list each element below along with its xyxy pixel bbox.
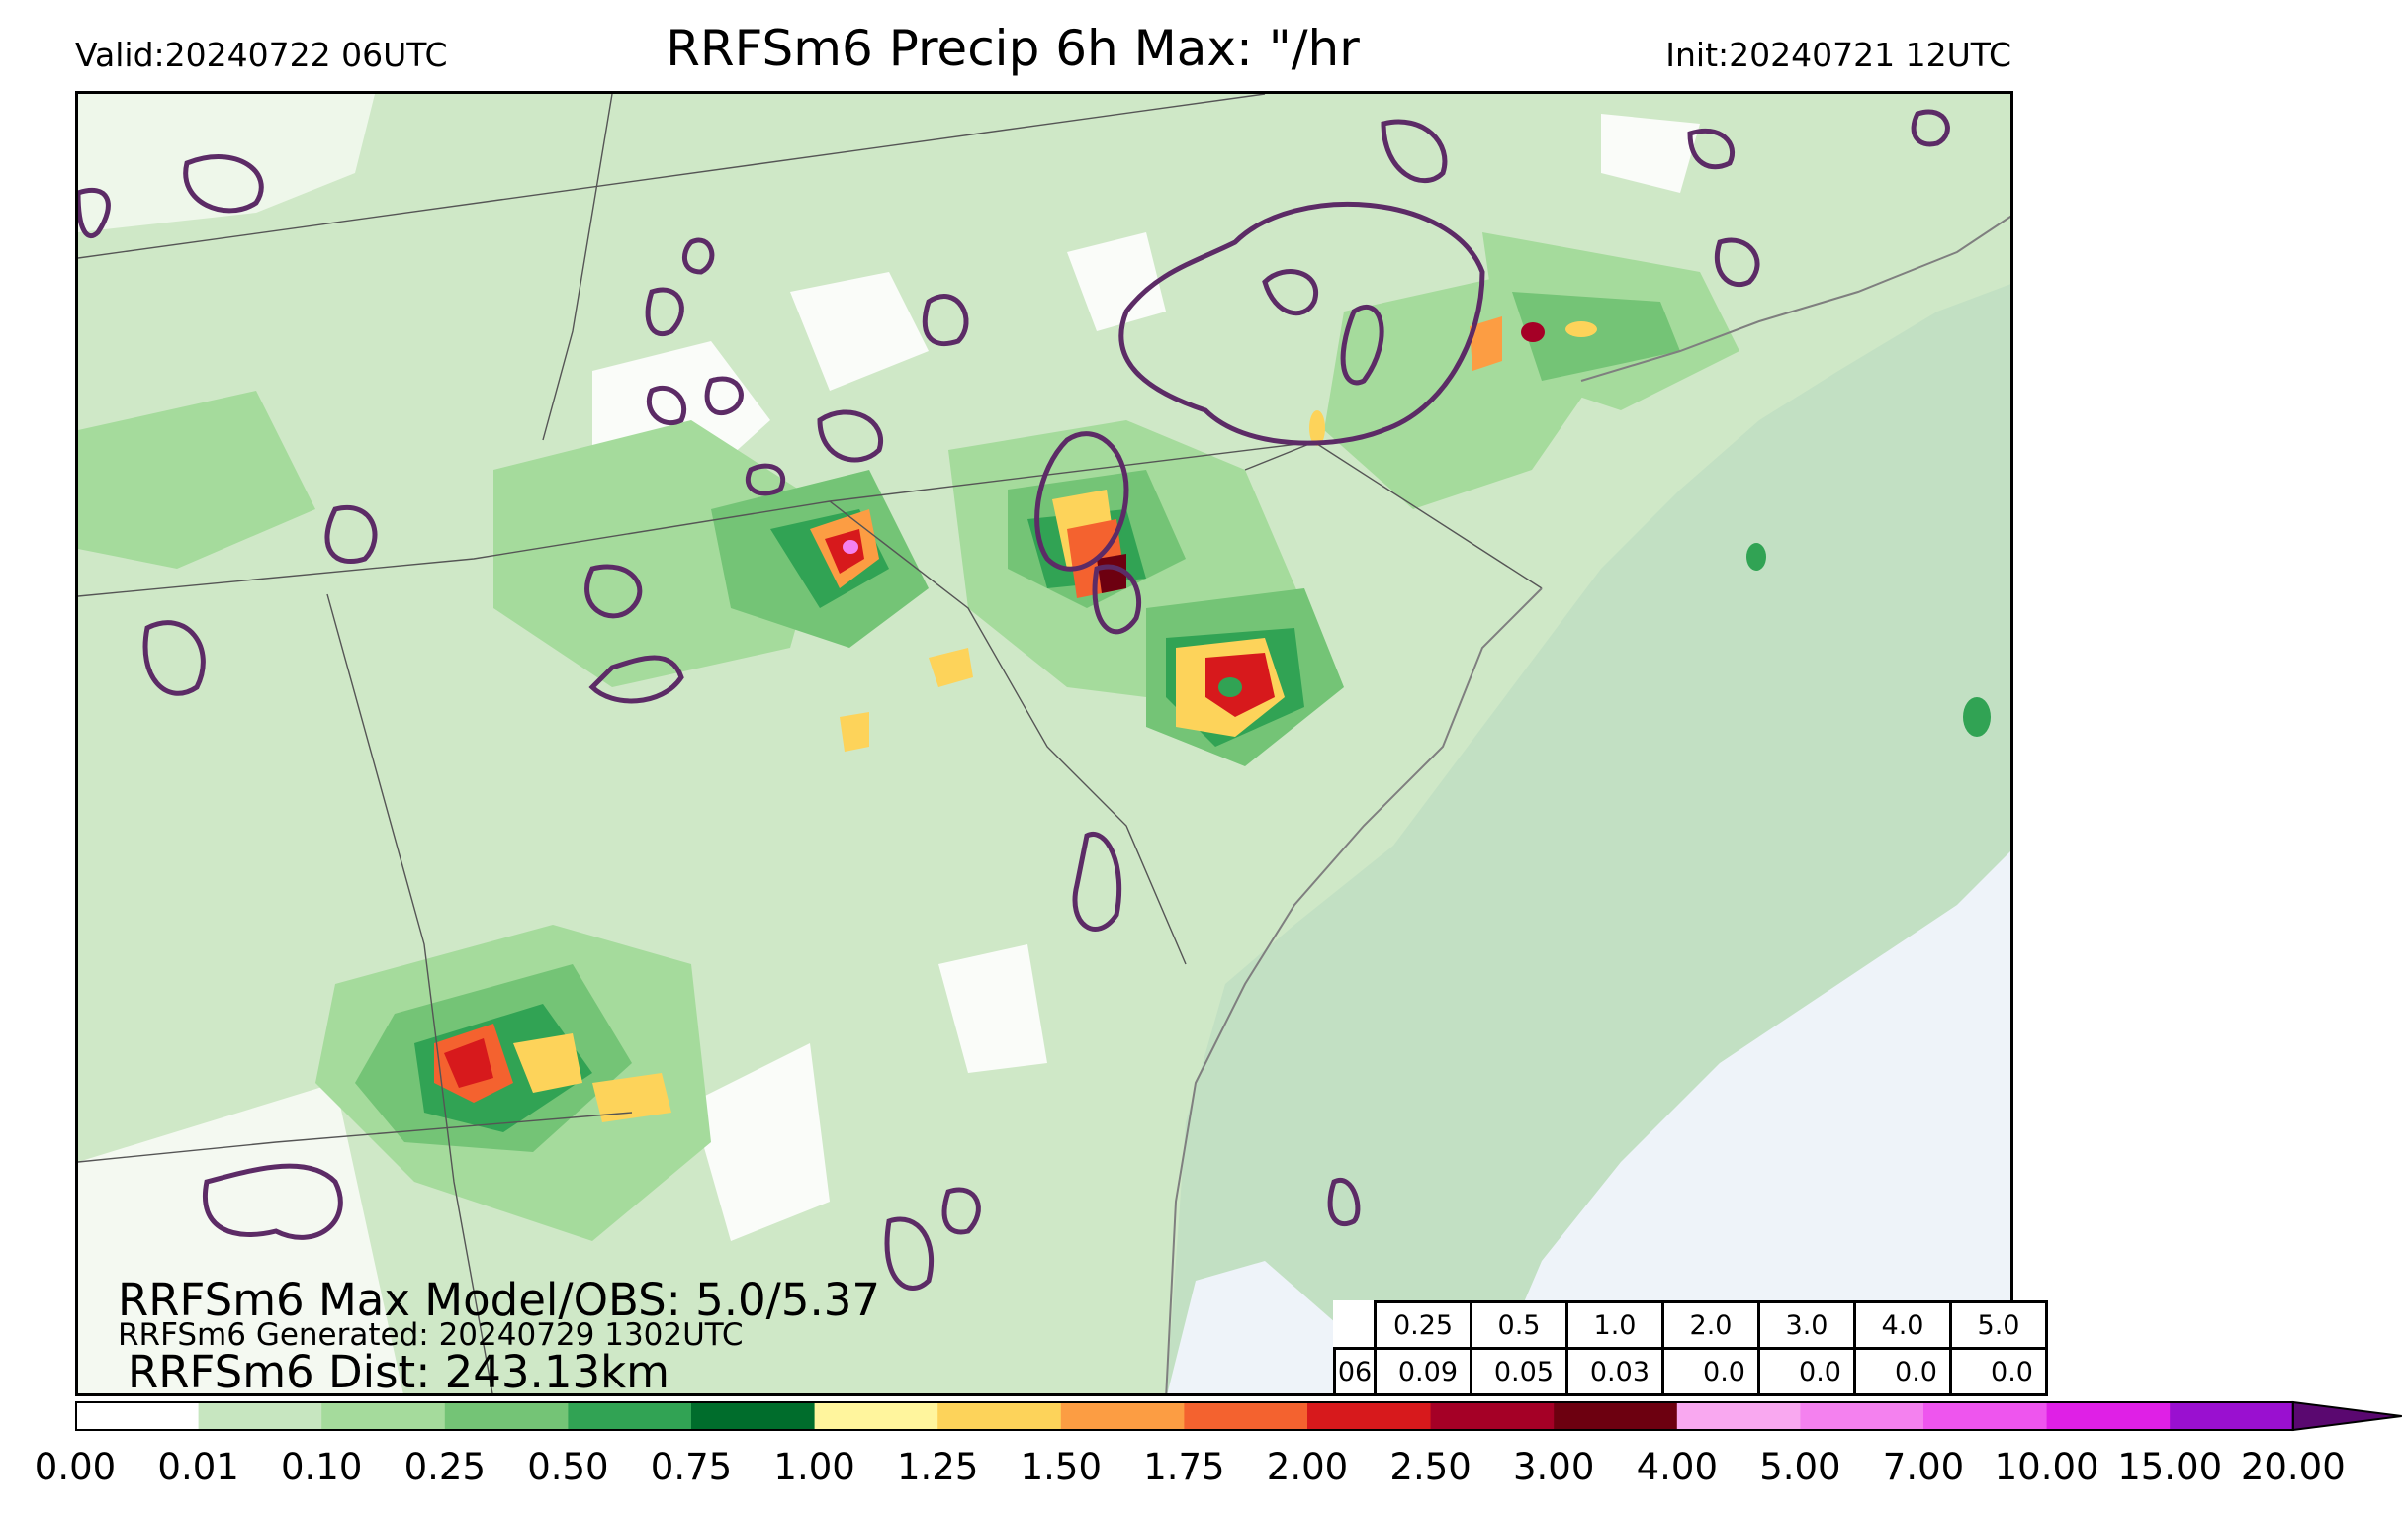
map-title: RRFSm6 Precip 6h Max: "/hr (666, 20, 1360, 77)
threshold-value: 0.05 (1470, 1347, 1568, 1396)
init-time-label: Init:20240721 12UTC (1665, 36, 2011, 74)
colorbar-tick-label: 5.00 (1759, 1446, 1841, 1488)
colorbar-tick-label: 3.00 (1512, 1446, 1595, 1488)
colorbar-tick-label: 0.10 (280, 1446, 363, 1488)
generated-label: RRFSm6 Generated: 20240729 1302UTC (118, 1317, 744, 1353)
colorbar-border (75, 1401, 2294, 1431)
obs-contours (78, 109, 1950, 1291)
colorbar-tick-label: 15.00 (2117, 1446, 2223, 1488)
colorbar-tick-label: 0.75 (650, 1446, 733, 1488)
dry-area (78, 1083, 403, 1393)
colorbar-tick-label: 1.50 (1020, 1446, 1102, 1488)
colorbar-segment (568, 1402, 692, 1430)
threshold-header: 4.0 (1853, 1300, 1952, 1350)
max-model-obs-label: RRFSm6 Max Model/OBS: 5.0/5.37 (118, 1274, 881, 1326)
stats-corner (1335, 1302, 1376, 1349)
colorbar-tick-label: 2.00 (1266, 1446, 1349, 1488)
threshold-header: 1.0 (1565, 1300, 1664, 1350)
boundaries (78, 94, 1543, 1393)
colorbar-tick-label: 0.50 (527, 1446, 609, 1488)
colorbar-segment (198, 1402, 322, 1430)
colorbar-segment (1800, 1402, 1924, 1430)
colorbar-tick-label: 7.00 (1882, 1446, 1965, 1488)
stats-value-row: 06 0.09 0.05 0.03 0.0 0.0 0.0 0.0 (1333, 1347, 2048, 1396)
colorbar-segment (1307, 1402, 1432, 1430)
colorbar-segment (75, 1402, 200, 1430)
hour-label: 06 (1333, 1347, 1377, 1396)
precip-map (75, 91, 2013, 1396)
colorbar-segment (691, 1402, 816, 1430)
distance-label: RRFSm6 Dist: 243.13km (128, 1346, 670, 1398)
colorbar-segment (937, 1402, 1062, 1430)
stats-header-row: 0.25 0.5 1.0 2.0 3.0 4.0 5.0 (1335, 1300, 2048, 1350)
coastline (1165, 587, 1543, 1393)
colorbar-tick-label: 0.25 (403, 1446, 486, 1488)
dry-area (790, 272, 929, 391)
colorbar-segment (2046, 1402, 2171, 1430)
colorbar-segment (1554, 1402, 1678, 1430)
colorbar-tick-label: 4.00 (1636, 1446, 1718, 1488)
colorbar-segment (1430, 1402, 1555, 1430)
threshold-value: 0.09 (1374, 1347, 1472, 1396)
threshold-header: 0.25 (1374, 1300, 1472, 1350)
precip-map-canvas (78, 94, 2010, 1393)
threshold-header: 2.0 (1661, 1300, 1760, 1350)
threshold-stats-table: 0.25 0.5 1.0 2.0 3.0 4.0 5.0 06 0.09 0.0… (1333, 1300, 2048, 1396)
colorbar-segment (2170, 1402, 2294, 1430)
colorbar-tick-label: 0.00 (34, 1446, 117, 1488)
threshold-value: 0.0 (1757, 1347, 1856, 1396)
open-ocean (1484, 851, 2010, 1393)
threshold-value: 0.0 (1661, 1347, 1760, 1396)
colorbar-tick-label: 1.75 (1143, 1446, 1225, 1488)
colorbar-tick-label: 10.00 (1994, 1446, 2099, 1488)
valid-time-label: Valid:20240722 06UTC (75, 36, 448, 74)
colorbar-segment (1923, 1402, 2048, 1430)
colorbar-tick-label: 1.25 (896, 1446, 979, 1488)
colorbar-segment (1676, 1402, 1801, 1430)
threshold-header: 3.0 (1757, 1300, 1856, 1350)
dry-area (691, 1043, 830, 1241)
threshold-value: 0.03 (1565, 1347, 1664, 1396)
colorbar-tick-label: 1.00 (773, 1446, 855, 1488)
colorbar-extend-arrow (2291, 1400, 2402, 1432)
dry-area (1601, 114, 1700, 193)
dry-area (78, 94, 375, 232)
colorbar-segment (814, 1402, 938, 1430)
colorbar-tick-label: 0.01 (157, 1446, 239, 1488)
dry-area (938, 944, 1047, 1073)
colorbar-segment (1060, 1402, 1185, 1430)
colorbar-segment (1184, 1402, 1308, 1430)
colorbar-tick-label: 2.50 (1389, 1446, 1472, 1488)
threshold-header: 5.0 (1949, 1300, 2048, 1350)
threshold-value: 0.0 (1853, 1347, 1952, 1396)
threshold-header: 0.5 (1470, 1300, 1568, 1350)
dry-area (1067, 232, 1166, 331)
threshold-value: 0.0 (1949, 1347, 2048, 1396)
colorbar-segment (444, 1402, 569, 1430)
colorbar (75, 1400, 2402, 1432)
colorbar-segment (321, 1402, 446, 1430)
colorbar-tick-label: 20.00 (2240, 1446, 2346, 1488)
coastline (1580, 215, 2010, 382)
